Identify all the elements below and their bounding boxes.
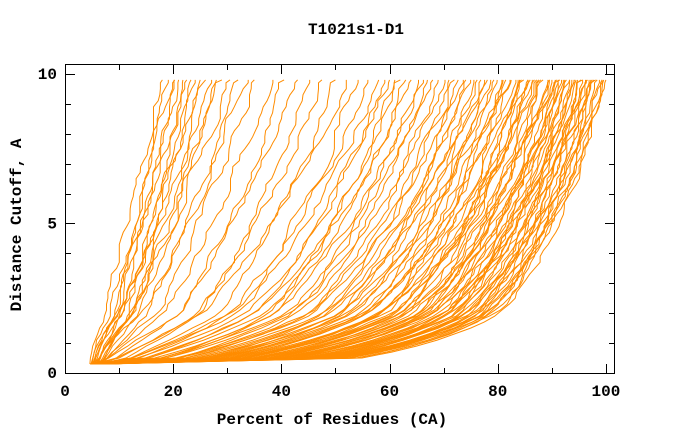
model-curve xyxy=(90,79,486,365)
model-curve xyxy=(97,79,507,365)
model-curve xyxy=(91,79,412,365)
model-curve xyxy=(97,79,475,365)
model-curve xyxy=(97,79,428,365)
chart-title: T1021s1-D1 xyxy=(308,21,404,39)
model-curve xyxy=(100,79,579,365)
model-curve xyxy=(96,79,231,365)
model-curve xyxy=(100,79,595,365)
model-curve xyxy=(93,79,472,365)
model-curve xyxy=(94,79,455,365)
model-curve xyxy=(104,79,582,365)
x-tick-label: 60 xyxy=(380,383,399,401)
model-curve xyxy=(104,79,419,365)
model-curve xyxy=(90,79,517,365)
model-curve xyxy=(92,79,347,365)
model-curve xyxy=(94,79,561,365)
model-curve xyxy=(97,79,176,365)
model-curve xyxy=(91,79,434,365)
model-curve xyxy=(89,79,163,365)
x-tick-label: 100 xyxy=(591,383,620,401)
model-curve xyxy=(98,79,559,365)
model-curve xyxy=(94,79,492,365)
model-curve xyxy=(100,79,522,365)
y-axis-label: Distance Cutoff, A xyxy=(8,138,26,311)
model-curve xyxy=(91,79,603,365)
model-curve xyxy=(98,79,439,365)
model-curve xyxy=(91,79,298,365)
model-curve xyxy=(93,79,249,365)
model-curve xyxy=(96,79,369,365)
model-curve xyxy=(94,79,593,365)
model-curve xyxy=(91,79,564,365)
model-curve xyxy=(91,79,524,365)
y-tick-label: 0 xyxy=(47,365,57,383)
model-curve xyxy=(95,79,192,365)
model-curve xyxy=(102,79,396,365)
model-curve xyxy=(90,79,390,365)
plot-frame xyxy=(65,64,615,374)
model-curve xyxy=(93,79,424,365)
model-curve xyxy=(91,79,571,365)
model-curve xyxy=(91,79,556,365)
model-curve xyxy=(91,79,188,365)
model-curve xyxy=(95,79,323,365)
x-tick-label: 20 xyxy=(164,383,183,401)
model-curve xyxy=(93,79,529,365)
x-tick-label: 80 xyxy=(488,383,507,401)
model-curve xyxy=(91,79,464,365)
model-curve xyxy=(91,79,549,365)
model-curve xyxy=(93,79,201,365)
model-curve xyxy=(91,79,511,365)
model-curve xyxy=(94,79,520,365)
x-tick-label: 40 xyxy=(272,383,291,401)
model-curve xyxy=(98,79,482,365)
tick-labels: 0 20 40 60 80 100 0 5 10 xyxy=(38,66,621,401)
model-curve xyxy=(99,79,184,365)
model-curve xyxy=(90,79,607,365)
model-curve xyxy=(98,79,196,365)
model-curve xyxy=(93,79,567,365)
model-curve xyxy=(91,79,587,365)
model-curve xyxy=(92,79,180,365)
x-axis-label: Percent of Residues (CA) xyxy=(217,411,447,429)
model-curve xyxy=(93,79,504,365)
model-curve xyxy=(91,79,498,365)
model-curve xyxy=(94,79,577,365)
model-curve xyxy=(104,79,598,365)
model-curve xyxy=(98,79,588,365)
model-curve xyxy=(91,79,380,365)
model-curve xyxy=(97,79,336,365)
model-curve xyxy=(97,79,603,365)
model-curve xyxy=(91,79,584,365)
model-curve xyxy=(92,79,213,365)
y-tick-label: 5 xyxy=(47,215,57,233)
model-curves xyxy=(89,79,607,365)
x-tick-label: 0 xyxy=(60,383,70,401)
model-curve xyxy=(97,79,531,365)
model-curve xyxy=(97,79,553,365)
model-curve xyxy=(94,79,223,365)
y-tick-label: 10 xyxy=(38,66,57,84)
model-curve xyxy=(90,79,175,365)
model-curve xyxy=(90,79,446,365)
model-curve xyxy=(91,79,533,365)
model-curve xyxy=(90,79,538,365)
model-curve xyxy=(100,79,544,365)
model-curve xyxy=(94,79,542,365)
model-curve xyxy=(102,79,575,365)
model-curve xyxy=(94,79,401,365)
model-curve xyxy=(91,79,478,365)
model-curve xyxy=(104,79,503,365)
model-curve xyxy=(94,79,274,365)
model-curve xyxy=(97,79,255,365)
model-curve xyxy=(100,79,239,365)
